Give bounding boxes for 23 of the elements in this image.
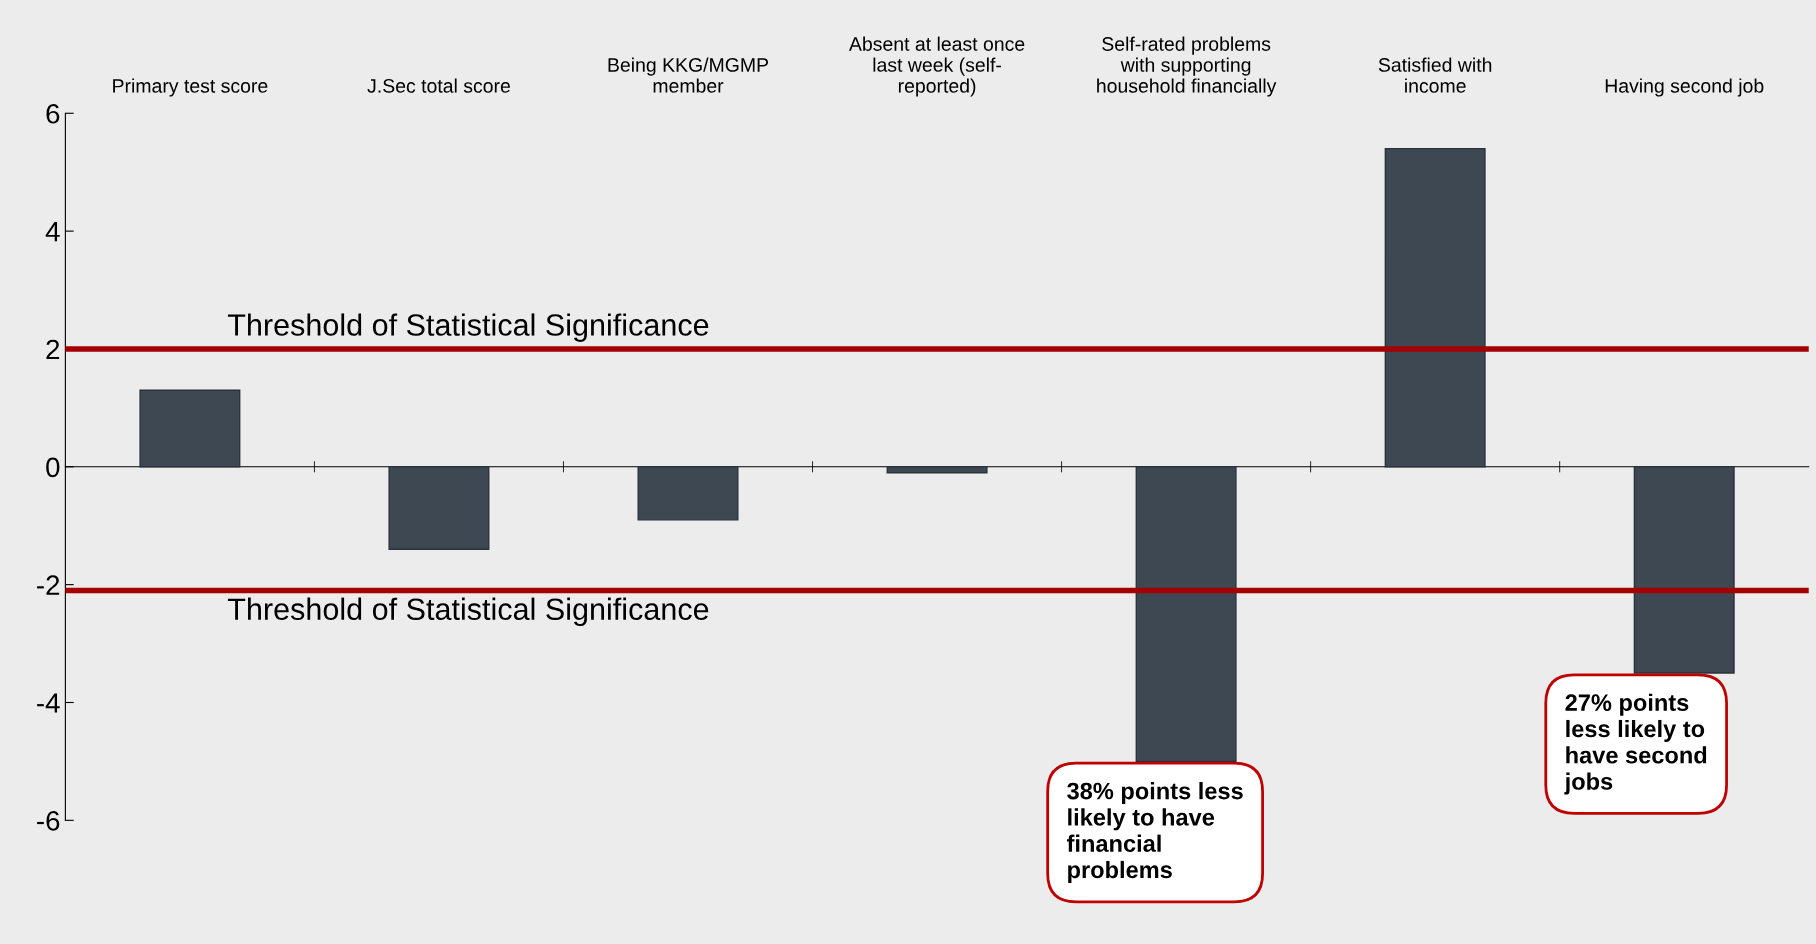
bar: [139, 389, 241, 468]
x-tick-label: Being KKG/MGMP member: [608, 57, 769, 93]
x-tick-label: Having second job: [1605, 78, 1764, 97]
bar: [388, 466, 490, 550]
y-tick-label: 0: [46, 457, 60, 478]
x-tick-label: Absent at least once last week (self- reported): [849, 36, 1025, 97]
y-tick-label: -6: [37, 811, 60, 831]
y-tick-label: -4: [37, 693, 60, 713]
y-tick-label: 4: [45, 222, 60, 242]
bar: [1384, 147, 1486, 468]
x-tick-label: Primary test score: [113, 78, 268, 97]
ref-line-label: Threshold of Statistical Significance: [227, 597, 709, 627]
bar: [886, 466, 988, 474]
y-tick-label: 6: [46, 103, 60, 124]
x-tick-label: J.Sec total score: [367, 78, 510, 93]
bar: [637, 466, 739, 521]
annotation: 38% points less likely to have financial problems: [1066, 782, 1243, 883]
annotation: 27% points less likely to have second jobs: [1564, 693, 1707, 795]
y-tick-label: 2: [46, 339, 60, 360]
x-tick-label: Satisfied with income: [1378, 57, 1492, 93]
x-tick-label: Self-rated problems with supporting household financially: [1097, 36, 1277, 97]
ref-line-label: Threshold of Statistical Significance: [227, 313, 709, 342]
y-tick-label: -2: [37, 575, 60, 595]
